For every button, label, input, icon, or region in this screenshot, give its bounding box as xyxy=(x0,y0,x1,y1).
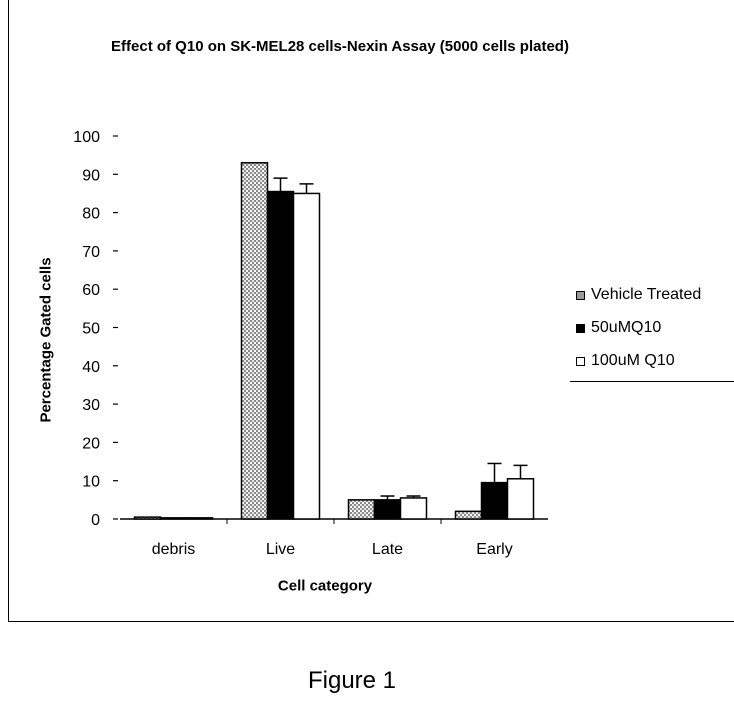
x-tick-label: Early xyxy=(476,541,512,558)
y-tick-label: 10 xyxy=(82,474,100,491)
bar xyxy=(456,511,482,519)
legend-label: 50uMQ10 xyxy=(591,319,661,337)
y-tick-label: 50 xyxy=(82,321,100,338)
bar xyxy=(349,500,375,519)
y-tick-label: 20 xyxy=(82,435,100,452)
bar xyxy=(135,517,161,519)
bar xyxy=(268,192,294,519)
y-tick-label: 80 xyxy=(82,206,100,223)
x-tick-label: Late xyxy=(372,541,403,558)
legend-label: 100uM Q10 xyxy=(591,352,675,370)
bar xyxy=(161,518,187,519)
bar xyxy=(242,163,268,519)
legend-item-100um-q10: 100uM Q10 xyxy=(576,350,675,372)
x-tick-label: Live xyxy=(266,541,295,558)
y-tick-label: 100 xyxy=(73,129,100,146)
legend-label: Vehicle Treated xyxy=(591,286,701,304)
y-tick-label: 90 xyxy=(82,167,100,184)
y-tick-label: 0 xyxy=(91,512,100,529)
legend-swatch-100um-q10 xyxy=(576,357,585,366)
y-tick-label: 60 xyxy=(82,282,100,299)
bar xyxy=(375,500,401,519)
bars xyxy=(135,163,534,519)
legend-swatch-50um-q10 xyxy=(576,324,585,333)
figure-caption: Figure 1 xyxy=(308,667,396,695)
bar xyxy=(294,193,320,519)
x-tick-label: debris xyxy=(152,541,196,558)
bar xyxy=(187,518,213,519)
bar xyxy=(401,498,427,519)
bar xyxy=(482,483,508,519)
y-tick-label: 40 xyxy=(82,359,100,376)
legend-item-vehicle-treated: Vehicle Treated xyxy=(576,284,701,306)
legend-item-50um-q10: 50uMQ10 xyxy=(576,317,661,339)
legend: Vehicle Treated 50uMQ10 100uM Q10 xyxy=(570,280,734,382)
y-tick-label: 30 xyxy=(82,397,100,414)
legend-swatch-vehicle-treated xyxy=(576,291,585,300)
y-tick-label: 70 xyxy=(82,244,100,261)
bar xyxy=(508,479,534,519)
